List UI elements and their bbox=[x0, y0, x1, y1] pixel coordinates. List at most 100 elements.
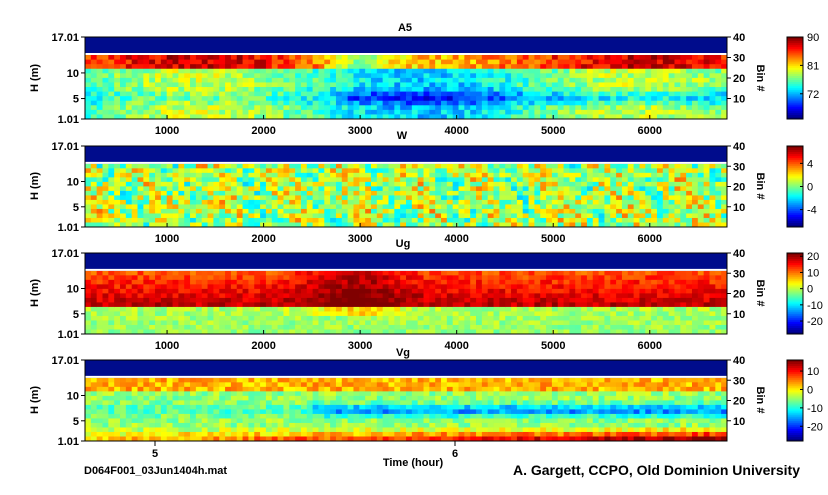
heatmap-cell bbox=[195, 168, 203, 174]
heatmap-cell bbox=[365, 320, 372, 326]
heatmap-cell bbox=[353, 181, 360, 187]
heatmap-cell bbox=[225, 311, 232, 317]
heatmap-cell bbox=[668, 163, 675, 169]
heatmap-cell bbox=[540, 168, 547, 174]
heatmap-cell bbox=[400, 177, 407, 183]
heatmap-cell bbox=[645, 195, 652, 201]
heatmap-cell bbox=[195, 195, 203, 201]
heatmap-cell bbox=[662, 64, 670, 70]
heatmap-cell bbox=[604, 77, 611, 83]
heatmap-cell bbox=[114, 109, 121, 115]
heatmap-cell bbox=[318, 297, 325, 303]
heatmap-cell bbox=[155, 109, 162, 115]
heatmap-cell bbox=[703, 306, 710, 312]
heatmap-cell bbox=[621, 275, 629, 281]
heatmap-cell bbox=[265, 77, 273, 83]
heatmap-cell bbox=[155, 293, 162, 299]
heatmap-cell bbox=[347, 73, 354, 79]
heatmap-cell bbox=[546, 163, 553, 169]
heatmap-cell bbox=[300, 172, 308, 178]
heatmap-cell bbox=[604, 68, 611, 74]
heatmap-cell bbox=[353, 222, 360, 228]
heatmap-cell bbox=[271, 302, 278, 308]
heatmap-cell bbox=[265, 270, 273, 276]
heatmap-cell bbox=[633, 186, 640, 192]
heatmap-cell bbox=[645, 199, 652, 205]
heatmap-cell bbox=[400, 284, 407, 290]
heatmap-cell bbox=[125, 87, 133, 92]
heatmap-cell bbox=[709, 96, 716, 102]
heatmap-cell bbox=[370, 177, 378, 183]
heatmap-cell bbox=[207, 168, 214, 174]
heatmap-cell bbox=[190, 59, 197, 65]
heatmap-cell bbox=[248, 105, 255, 111]
heatmap-cell bbox=[511, 311, 518, 317]
heatmap-cell bbox=[260, 96, 267, 102]
heatmap-cell bbox=[656, 222, 664, 228]
heatmap-cell bbox=[271, 275, 278, 281]
heatmap-cell bbox=[219, 105, 226, 111]
heatmap-cell bbox=[458, 168, 465, 174]
heatmap-cell bbox=[306, 204, 314, 210]
heatmap-cell bbox=[534, 320, 541, 326]
heatmap-cell bbox=[575, 77, 582, 83]
heatmap-cell bbox=[464, 59, 471, 65]
heatmap-cell bbox=[651, 279, 658, 285]
heatmap-cell bbox=[236, 163, 243, 169]
heatmap-cell bbox=[656, 91, 664, 97]
heatmap-cell bbox=[131, 436, 138, 442]
heatmap-cell bbox=[260, 279, 267, 285]
heatmap-cell bbox=[668, 320, 675, 326]
heatmap-cell bbox=[306, 297, 314, 303]
heatmap-cell bbox=[586, 105, 594, 111]
heatmap-cell bbox=[721, 190, 728, 196]
heatmap-cell bbox=[195, 217, 203, 223]
colorbar-swatch bbox=[787, 80, 803, 83]
heatmap-cell bbox=[400, 297, 407, 303]
heatmap-cell bbox=[563, 190, 570, 196]
heatmap-cell bbox=[166, 82, 173, 88]
heatmap-cell bbox=[691, 199, 699, 205]
heatmap-cell bbox=[160, 288, 168, 294]
heatmap-cell bbox=[230, 293, 238, 299]
heatmap-cell bbox=[166, 100, 173, 106]
heatmap-cell bbox=[318, 275, 325, 281]
heatmap-cell bbox=[516, 109, 524, 115]
heatmap-cell bbox=[569, 329, 576, 335]
heatmap-cell bbox=[289, 320, 296, 326]
heatmap-cell bbox=[662, 293, 670, 299]
heatmap-cell bbox=[586, 222, 594, 228]
heatmap-cell bbox=[598, 100, 605, 106]
heatmap-cell bbox=[370, 91, 378, 97]
heatmap-cell bbox=[452, 199, 459, 205]
heatmap-cell bbox=[563, 82, 570, 88]
heatmap-cell bbox=[592, 186, 599, 192]
heatmap-cell bbox=[300, 279, 308, 285]
heatmap-cell bbox=[551, 270, 559, 276]
heatmap-cell bbox=[551, 204, 559, 210]
heatmap-cell bbox=[586, 181, 594, 187]
heatmap-cell bbox=[114, 400, 121, 406]
heatmap-cell bbox=[417, 168, 424, 174]
heatmap-cell bbox=[452, 195, 459, 201]
heatmap-cell bbox=[604, 59, 611, 65]
heatmap-cell bbox=[353, 168, 360, 174]
heatmap-cell bbox=[476, 82, 483, 88]
heatmap-cell bbox=[254, 213, 261, 219]
heatmap-cell bbox=[686, 324, 693, 330]
heatmap-cell bbox=[406, 284, 413, 290]
heatmap-cell bbox=[621, 177, 629, 183]
heatmap-cell bbox=[376, 270, 384, 276]
heatmap-cell bbox=[709, 270, 716, 276]
heatmap-cell bbox=[575, 114, 582, 120]
heatmap-cell bbox=[546, 109, 553, 115]
heatmap-cell bbox=[709, 204, 716, 210]
colorbar-tick-label: -4 bbox=[807, 205, 817, 217]
heatmap-cell bbox=[610, 222, 617, 228]
heatmap-cell bbox=[137, 204, 144, 210]
heatmap-cell bbox=[487, 177, 494, 183]
heatmap-cell bbox=[429, 293, 436, 299]
heatmap-cell bbox=[230, 306, 238, 312]
heatmap-cell bbox=[452, 91, 459, 97]
heatmap-cell bbox=[528, 64, 535, 70]
